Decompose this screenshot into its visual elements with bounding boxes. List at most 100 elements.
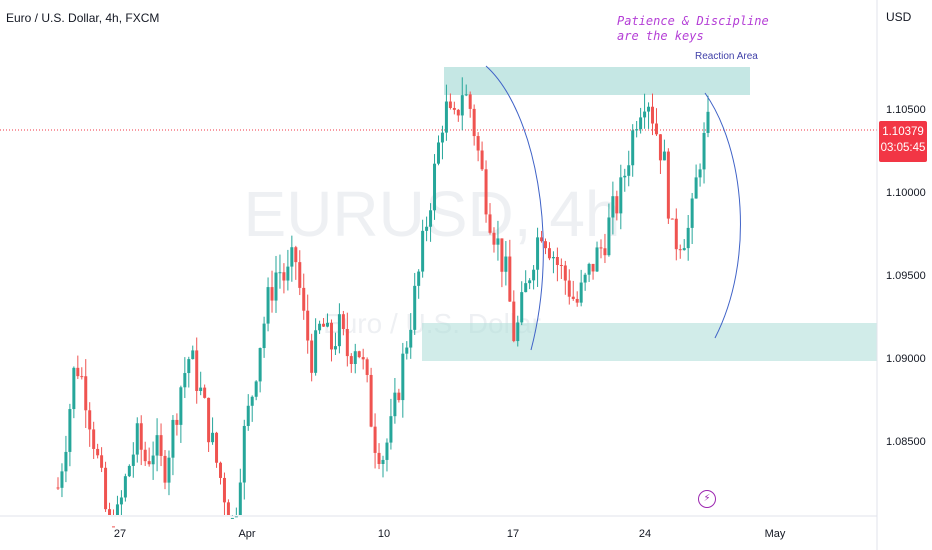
- candle-body: [127, 465, 131, 477]
- candle-body: [322, 323, 326, 327]
- candle-body: [151, 455, 155, 465]
- candle-body: [385, 442, 389, 460]
- lightning-icon[interactable]: ⚡: [698, 490, 716, 508]
- candle-body: [222, 477, 226, 503]
- candle-body: [373, 426, 377, 453]
- candle-body: [698, 169, 702, 178]
- candle-body: [310, 340, 314, 373]
- candle-body: [365, 359, 369, 375]
- candle-body: [436, 142, 440, 164]
- candle-body: [579, 282, 583, 303]
- candle-body: [563, 265, 567, 281]
- time-tick-label: 17: [507, 528, 519, 540]
- candle-body: [139, 423, 143, 450]
- candle-body: [298, 262, 302, 288]
- candle-body: [361, 357, 365, 360]
- price-axis[interactable]: 1.10500 1.10000 1.09500 1.09000 1.08500: [886, 104, 926, 448]
- candle-body: [401, 353, 405, 401]
- candle-body: [318, 323, 322, 331]
- candle-body: [678, 249, 682, 251]
- candle-body: [179, 387, 183, 425]
- candle-body: [583, 274, 587, 283]
- candle-body: [274, 272, 278, 301]
- candle-body: [207, 397, 211, 443]
- candle-body: [619, 177, 623, 214]
- candle-body: [417, 271, 421, 286]
- candle-body: [80, 376, 84, 378]
- candle-body: [611, 196, 615, 218]
- candle-body: [654, 123, 658, 135]
- candle-body: [246, 405, 250, 426]
- candle-body: [425, 226, 429, 231]
- candle-body: [238, 482, 242, 515]
- candle-body: [504, 256, 508, 272]
- price-tick-label: 1.10000: [886, 187, 926, 199]
- curve-drawing-left: [485, 65, 544, 351]
- reaction-zone: [444, 67, 750, 95]
- candle-body: [266, 287, 270, 324]
- candle-body: [413, 285, 417, 330]
- candle-body: [389, 416, 393, 443]
- candle-body: [571, 296, 575, 299]
- candle-body: [547, 248, 551, 259]
- last-price-value: 1.10379: [882, 126, 924, 138]
- note-text: Patience & Discipline are the keys: [617, 14, 769, 43]
- candle-body: [377, 452, 381, 464]
- candle-body: [686, 227, 690, 249]
- candle-body: [357, 351, 361, 358]
- candle-body: [96, 448, 100, 456]
- candle-body: [452, 107, 456, 110]
- candle-body: [163, 455, 167, 483]
- candle-body: [115, 504, 119, 515]
- last-price-tag: 1.10379 03:05:45: [879, 121, 927, 162]
- candle-body: [56, 487, 60, 489]
- time-tick-label: 27: [114, 528, 126, 540]
- candle-body: [135, 423, 139, 455]
- candle-body: [690, 198, 694, 228]
- candle-body: [187, 359, 191, 374]
- candle-body: [627, 165, 631, 176]
- candle-body: [476, 136, 480, 151]
- candle-body: [341, 314, 345, 330]
- candle-body: [559, 264, 563, 266]
- candle-body: [111, 526, 115, 528]
- candle-body: [409, 329, 413, 348]
- time-tick-label: Apr: [238, 528, 255, 540]
- price-tick-label: 1.09500: [886, 270, 926, 282]
- candle-body: [155, 435, 159, 456]
- chart-title: Euro / U.S. Dollar, 4h, FXCM: [6, 11, 160, 25]
- candle-body: [100, 455, 104, 468]
- candle-body: [68, 409, 72, 452]
- candle-body: [639, 117, 643, 130]
- candle-body: [662, 151, 666, 161]
- currency-label: USD: [886, 10, 912, 24]
- price-tick-label: 1.10500: [886, 104, 926, 116]
- candle-body: [345, 329, 349, 357]
- candle-body: [393, 392, 397, 417]
- candle-body: [219, 462, 222, 478]
- reaction-area-label: Reaction Area: [695, 51, 758, 62]
- candle-body: [595, 247, 599, 272]
- candle-body: [242, 425, 246, 483]
- candle-body: [159, 435, 163, 456]
- candle-body: [215, 432, 219, 463]
- candle-body: [195, 350, 199, 391]
- candle-body: [230, 517, 234, 519]
- candle-body: [682, 248, 686, 251]
- candle-body: [329, 322, 333, 350]
- candle-body: [258, 348, 262, 382]
- candle-body: [333, 346, 337, 350]
- candle-body: [167, 457, 171, 483]
- candle-body: [421, 230, 425, 272]
- candle-body: [306, 310, 310, 341]
- time-axis[interactable]: 27 Apr 10 17 24 May: [114, 528, 786, 540]
- candle-body: [429, 210, 433, 227]
- candle-body: [520, 292, 524, 323]
- candle-body: [183, 373, 187, 388]
- candle-body: [492, 232, 496, 245]
- candle-body: [496, 238, 500, 245]
- candle-body: [444, 101, 448, 133]
- candle-body: [270, 287, 274, 301]
- candle-body: [702, 132, 706, 170]
